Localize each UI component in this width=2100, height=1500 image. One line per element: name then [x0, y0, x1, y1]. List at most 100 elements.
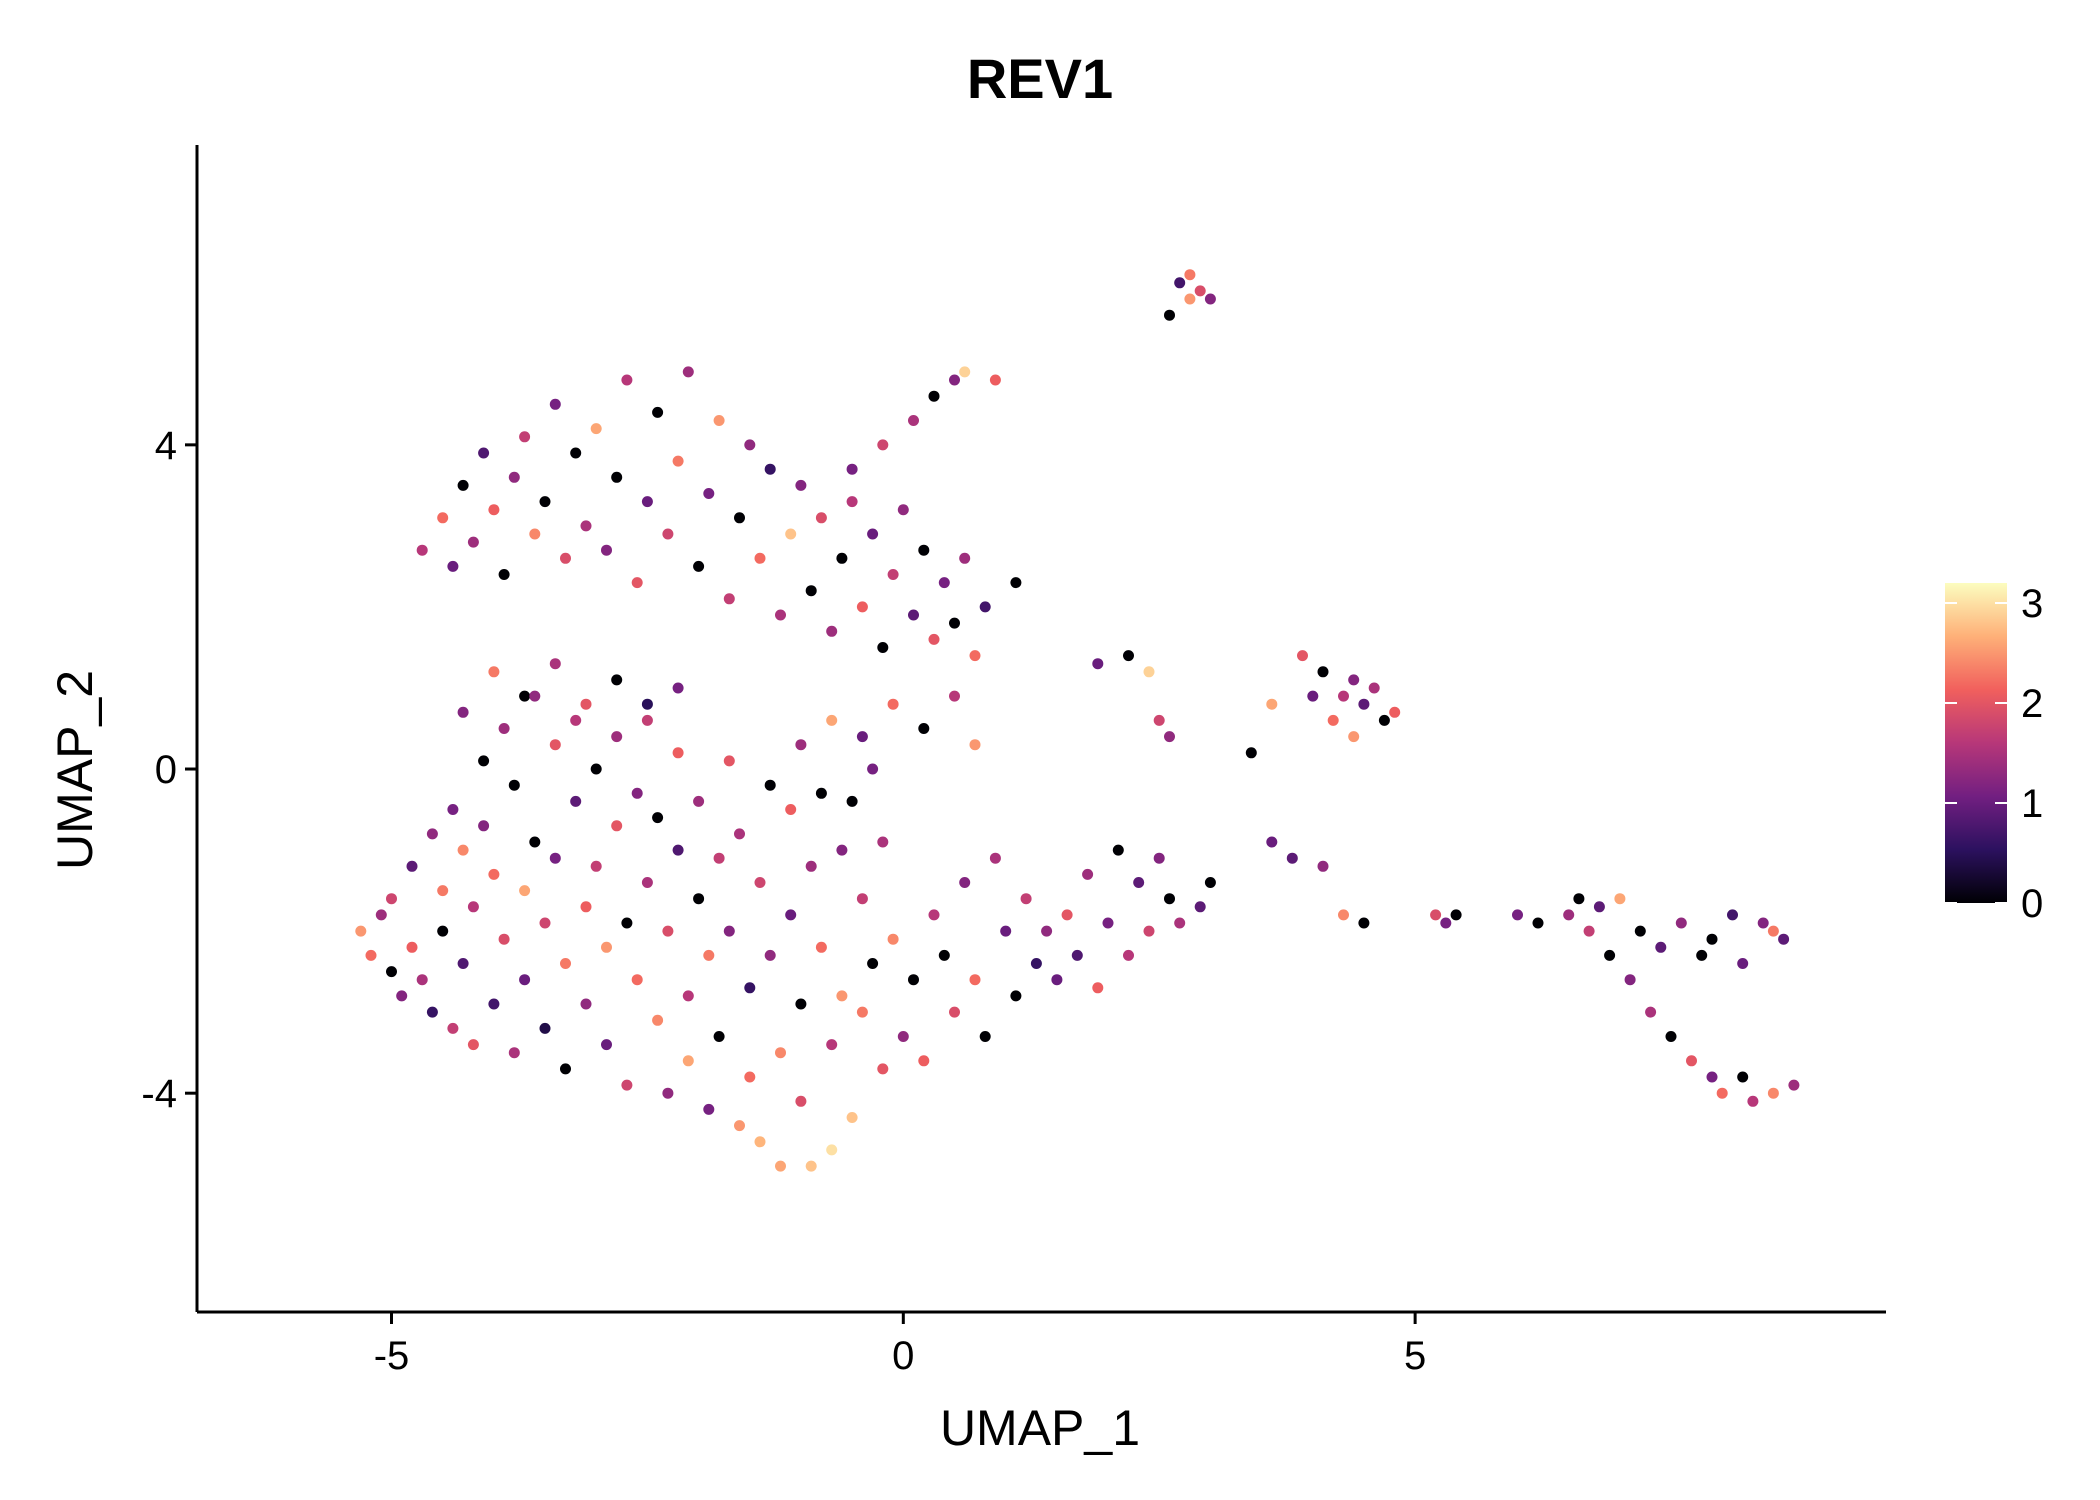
data-point: [437, 925, 449, 937]
data-point: [1266, 698, 1278, 710]
data-point: [979, 1031, 991, 1042]
data-point: [641, 877, 653, 888]
y-ticks: -4 0 4: [141, 424, 197, 1116]
data-point: [447, 560, 459, 572]
data-point: [1317, 666, 1329, 678]
data-point: [1123, 949, 1134, 961]
data-point: [1020, 893, 1032, 905]
data-point: [744, 982, 756, 994]
data-point: [775, 609, 786, 621]
data-point: [1716, 1087, 1728, 1099]
data-point: [989, 374, 1001, 386]
data-point: [949, 1006, 960, 1018]
data-point: [754, 1136, 766, 1148]
data-point: [836, 552, 848, 564]
data-point: [478, 820, 490, 832]
data-point: [1143, 666, 1155, 678]
data-point: [938, 577, 950, 589]
data-point: [1184, 269, 1196, 281]
data-point: [580, 520, 592, 532]
data-point: [590, 763, 602, 775]
data-point: [1164, 893, 1175, 905]
data-point: [805, 1160, 817, 1172]
data-point: [826, 625, 838, 637]
data-point: [1194, 285, 1206, 297]
data-point: [703, 488, 715, 499]
data-point: [1747, 1095, 1759, 1107]
data-point: [949, 374, 960, 386]
data-point: [478, 755, 490, 767]
data-point: [1174, 917, 1186, 929]
data-point: [539, 496, 551, 508]
data-point: [1184, 293, 1196, 305]
data-point: [764, 779, 776, 791]
data-point: [529, 690, 541, 702]
data-point: [1204, 877, 1216, 888]
data-point: [703, 1103, 715, 1115]
data-point: [570, 714, 582, 726]
data-point: [1706, 933, 1718, 945]
data-point: [601, 1039, 612, 1051]
data-point: [959, 552, 971, 564]
data-point: [416, 544, 428, 556]
data-point: [846, 1112, 858, 1123]
data-point: [744, 1071, 756, 1083]
legend-tick-label: 0: [2021, 882, 2043, 926]
data-point: [652, 812, 664, 824]
data-point: [1675, 917, 1687, 929]
data-point: [406, 860, 418, 872]
legend-ticks: 0 1 2 3: [1945, 582, 2043, 926]
data-point: [1378, 714, 1390, 726]
data-point: [386, 966, 397, 978]
data-point: [1153, 852, 1165, 864]
color-legend: 0 1 2 3: [1945, 582, 2043, 926]
y-axis-title: UMAP_2: [47, 670, 103, 870]
data-point: [508, 471, 520, 483]
data-point: [1307, 690, 1319, 702]
data-point: [549, 739, 561, 751]
data-point: [457, 479, 469, 491]
data-point: [1655, 941, 1667, 953]
data-point: [498, 723, 510, 734]
data-point: [723, 925, 735, 937]
data-point: [652, 1014, 664, 1026]
data-point: [580, 998, 592, 1010]
data-point: [467, 901, 479, 913]
data-point: [959, 877, 971, 888]
data-point: [1614, 893, 1626, 905]
data-point: [1348, 674, 1360, 686]
data-point: [918, 544, 930, 556]
data-point: [703, 949, 715, 961]
data-point: [877, 1063, 889, 1075]
data-point: [1737, 1071, 1749, 1083]
data-point: [519, 690, 531, 702]
data-point: [989, 852, 1001, 864]
data-point: [867, 763, 879, 775]
data-point: [1000, 925, 1012, 937]
data-point: [856, 893, 868, 905]
data-point: [754, 552, 766, 564]
data-point: [1358, 917, 1370, 929]
data-point: [846, 496, 858, 508]
data-point: [775, 1047, 786, 1059]
data-point: [611, 820, 623, 832]
data-point: [457, 958, 469, 969]
data-point: [1071, 949, 1083, 961]
data-point: [580, 698, 592, 710]
data-point: [672, 747, 684, 759]
data-point: [457, 844, 469, 856]
data-point: [580, 901, 592, 913]
data-point: [672, 455, 684, 467]
data-point: [969, 974, 981, 986]
data-point: [815, 512, 827, 524]
data-point: [877, 642, 889, 653]
data-point: [826, 714, 838, 726]
data-point: [795, 1095, 807, 1107]
data-point: [1583, 925, 1595, 937]
data-point: [1706, 1071, 1718, 1083]
data-point: [1061, 909, 1073, 921]
data-point: [1051, 974, 1063, 986]
data-point: [519, 885, 531, 897]
data-point: [734, 512, 745, 524]
